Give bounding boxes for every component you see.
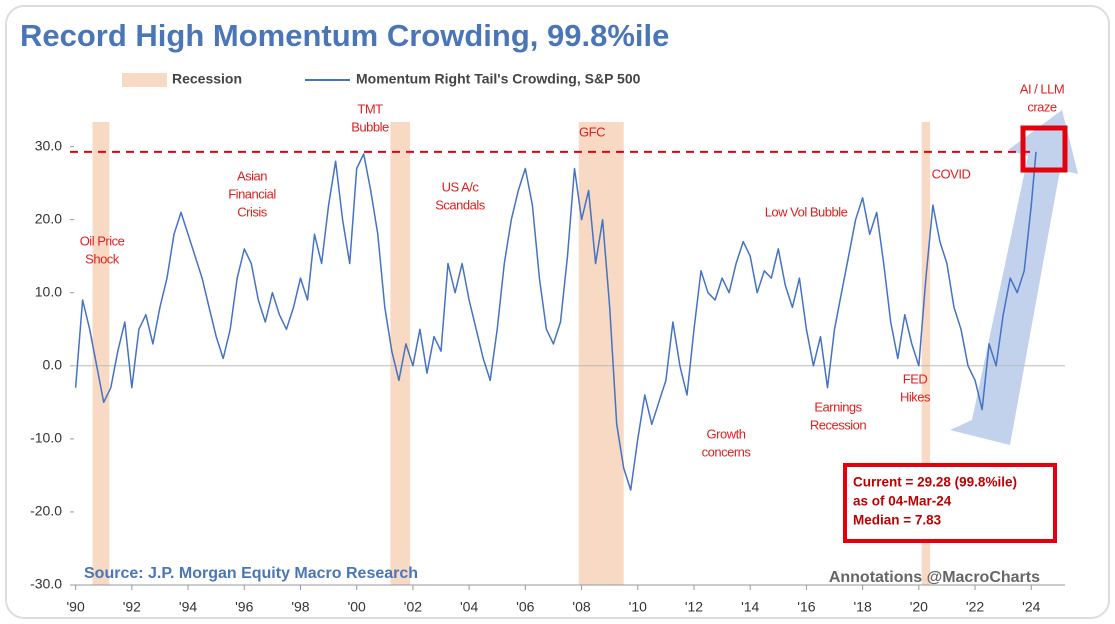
data-line <box>74 151 1037 491</box>
trend-arrow <box>950 110 1078 445</box>
legend-swatch <box>122 73 167 87</box>
x-tick-label: '98 <box>291 599 309 615</box>
annotation: GFC <box>579 124 605 139</box>
x-tick-label: '20 <box>910 599 928 615</box>
frame <box>5 5 1110 619</box>
annotation: Financial <box>228 186 276 201</box>
info-line: Median = 7.83 <box>853 513 942 528</box>
info-line: Current = 29.28 (99.8%ile) <box>853 475 1017 490</box>
credit: Annotations @MacroCharts <box>829 569 1040 586</box>
annotation: Scandals <box>435 197 485 212</box>
x-tick-label: '02 <box>404 599 422 615</box>
x-tick-label: '14 <box>741 599 759 615</box>
annotation: Crisis <box>237 204 267 219</box>
recession-band <box>390 122 411 585</box>
x-tick-label: '96 <box>235 599 253 615</box>
recession-band <box>578 122 624 585</box>
x-tick-label: '04 <box>460 599 478 615</box>
annotation: Growth <box>707 426 746 441</box>
annotation: Bubble <box>351 119 389 134</box>
x-tick-label: '22 <box>966 599 984 615</box>
y-tick-label: -20.0 <box>30 503 62 519</box>
highlight-box <box>1020 125 1068 173</box>
annotation: Asian <box>237 168 267 183</box>
annotation: craze <box>1027 99 1057 114</box>
x-tick-label: '10 <box>629 599 647 615</box>
annotation: Hikes <box>900 389 931 404</box>
x-tick-label: '16 <box>797 599 815 615</box>
y-tick-label: 20.0 <box>35 210 62 226</box>
y-tick-label: 10.0 <box>35 283 62 299</box>
annotation: Low Vol Bubble <box>765 204 848 219</box>
x-tick-label: '90 <box>66 599 84 615</box>
x-tick-label: '08 <box>572 599 590 615</box>
x-tick-label: '92 <box>123 599 141 615</box>
source: Source: J.P. Morgan Equity Macro Researc… <box>84 565 418 582</box>
x-tick-label: '18 <box>854 599 872 615</box>
x-tick-label: '94 <box>179 599 197 615</box>
recession-band <box>92 122 110 585</box>
x-tick-label: '06 <box>516 599 534 615</box>
y-tick-label: 30.0 <box>35 137 62 153</box>
y-tick-label: -10.0 <box>30 430 62 446</box>
annotation: AI / LLM <box>1020 81 1064 96</box>
annotation: Recession <box>810 417 866 432</box>
annotation: TMT <box>357 101 383 116</box>
annotation: FED <box>903 371 928 386</box>
annotation: Shock <box>85 251 120 266</box>
annotation: US A/c <box>442 179 480 194</box>
annotation: COVID <box>932 166 971 181</box>
x-tick-label: '24 <box>1022 599 1040 615</box>
legend-label: Momentum Right Tail's Crowding, S&P 500 <box>356 71 641 87</box>
x-tick-label: '00 <box>348 599 366 615</box>
y-tick-label: 0.0 <box>43 357 63 373</box>
legend-label: Recession <box>172 71 242 87</box>
annotation: Earnings <box>814 399 862 414</box>
annotation: Oil Price <box>80 233 125 248</box>
annotation: concerns <box>702 444 752 459</box>
x-tick-label: '12 <box>685 599 703 615</box>
info-line: as of 04-Mar-24 <box>853 494 952 509</box>
recession-band <box>921 122 931 585</box>
info-box <box>843 463 1057 543</box>
chart-title: Record High Momentum Crowding, 99.8%ile <box>20 18 669 53</box>
y-tick-label: -30.0 <box>30 576 62 592</box>
